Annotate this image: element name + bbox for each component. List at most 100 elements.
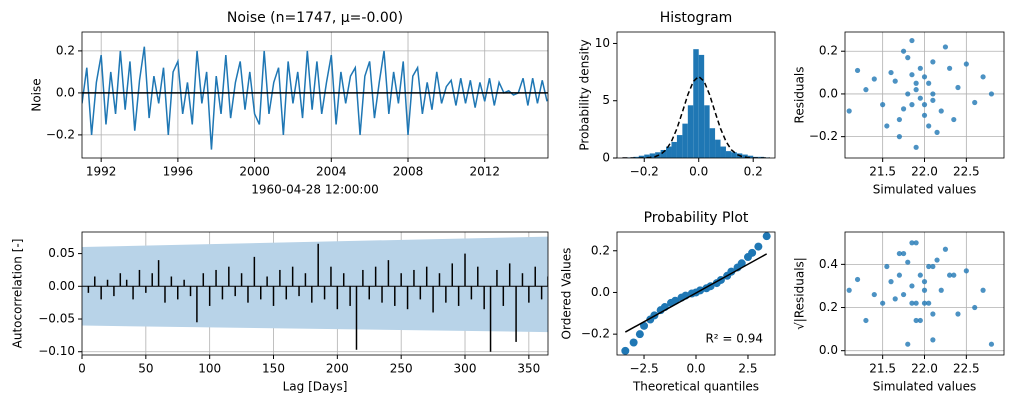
- scatter-point: [921, 287, 928, 293]
- y-tick-label: 0: [602, 151, 610, 165]
- x-tick-label: 50: [138, 362, 153, 376]
- scatter-point: [913, 87, 919, 93]
- scatter-point: [888, 69, 894, 76]
- noise-line: [82, 46, 548, 150]
- y-tick-label: 0.2: [591, 243, 610, 257]
- x-tick-label: 1996: [163, 165, 194, 179]
- confidence-band: [82, 236, 548, 333]
- y-axis-label: Autocorrelation [-]: [11, 239, 25, 349]
- y-axis-label: Ordered Values: [560, 248, 574, 340]
- scatter-point: [955, 311, 961, 317]
- scatter-point: [930, 311, 936, 317]
- scatter-point: [854, 67, 861, 74]
- y-tick-label: −0.10: [38, 344, 75, 358]
- scatter-point: [917, 65, 923, 71]
- x-tick-label: 2.5: [738, 362, 757, 376]
- y-tick-label: 0.0: [591, 285, 610, 299]
- histogram-bar: [693, 49, 699, 158]
- x-tick-label: 100: [198, 362, 221, 376]
- x-tick-label: 150: [262, 362, 285, 376]
- plot-area: [845, 32, 1004, 158]
- scatter-point: [917, 95, 923, 101]
- scatter-point: [930, 337, 936, 343]
- y-tick-label: −0.2: [581, 327, 610, 341]
- scatter-point: [951, 116, 957, 123]
- scatter-point: [880, 300, 886, 306]
- x-tick-label: 300: [454, 362, 477, 376]
- scatter-point: [988, 341, 995, 347]
- scatter-point: [854, 276, 861, 283]
- quantile-point: [748, 248, 757, 257]
- y-tick-label: −0.05: [38, 312, 75, 326]
- x-tick-label: 22.5: [953, 165, 980, 179]
- x-tick-label: 22.0: [911, 165, 938, 179]
- scatter-point: [896, 134, 902, 140]
- scatter-point: [900, 250, 907, 257]
- scatter-point: [947, 272, 953, 278]
- scatter-point: [972, 99, 978, 106]
- scatter-point: [951, 272, 957, 278]
- x-tick-label: 2012: [469, 165, 500, 179]
- y-tick-label: 0.05: [48, 246, 75, 260]
- x-tick-label: 21.5: [869, 362, 896, 376]
- scatter-point: [846, 108, 852, 114]
- x-tick-label: −2.5: [629, 362, 658, 376]
- scatter-point: [905, 91, 911, 97]
- scatter-point: [947, 65, 953, 71]
- scatter-point: [921, 74, 928, 80]
- x-axis-label: Simulated values: [873, 183, 976, 197]
- plot-area: [622, 49, 770, 158]
- y-tick-label: 0.2: [819, 300, 838, 314]
- scatter-point: [963, 61, 969, 67]
- histogram-bar: [715, 139, 721, 158]
- y-tick-label: 0.2: [56, 43, 75, 57]
- x-tick-label: 0.0: [686, 362, 705, 376]
- scatter-point: [938, 108, 944, 114]
- scatter-point: [913, 80, 919, 86]
- y-tick-label: −0.2: [809, 129, 838, 143]
- x-tick-label: 200: [326, 362, 349, 376]
- chart-title: Probability Plot: [644, 210, 749, 226]
- scatter-point: [900, 291, 907, 298]
- histogram-bar: [742, 154, 748, 158]
- y-tick-label: 0.0: [56, 85, 75, 99]
- y-tick-label: 0.0: [819, 343, 838, 357]
- plot-area: [82, 32, 548, 158]
- x-tick-label: −0.2: [630, 165, 659, 179]
- histogram-bar: [633, 156, 639, 158]
- y-axis-label: Residuals: [793, 67, 807, 124]
- axes-frame: [81, 231, 549, 356]
- scatter-point: [863, 87, 869, 93]
- quantile-point: [754, 242, 763, 251]
- histogram-bar: [676, 135, 683, 158]
- scatter-point: [900, 106, 907, 112]
- scatter-point: [930, 59, 936, 65]
- y-tick-label: −0.2: [46, 127, 75, 141]
- x-tick-label: 2008: [393, 165, 424, 179]
- scatter-point: [871, 291, 877, 298]
- scatter-point: [980, 74, 986, 80]
- scatter-point: [926, 263, 932, 270]
- scatter-point: [972, 304, 978, 311]
- plot-area: [845, 232, 1004, 355]
- histogram-bar: [687, 105, 694, 158]
- histogram-bar: [725, 151, 732, 158]
- quantile-point: [629, 338, 638, 347]
- quantile-point: [621, 346, 630, 355]
- scatter-point: [955, 84, 961, 91]
- scatter-point: [909, 240, 915, 246]
- scatter-point: [896, 272, 902, 278]
- scatter-point: [900, 48, 907, 54]
- scatter-point: [917, 317, 923, 324]
- x-axis-label: 1960-04-28 12:00:00: [251, 183, 378, 197]
- quantile-point: [737, 259, 746, 268]
- y-axis-label: Noise: [30, 78, 44, 111]
- scatter-point: [921, 279, 928, 285]
- histogram-bar: [747, 155, 754, 158]
- histogram-bar: [704, 105, 710, 158]
- scatter-point: [934, 129, 940, 135]
- x-tick-label: 22.5: [953, 362, 980, 376]
- x-axis-label: Theoretical quantiles: [632, 380, 759, 394]
- scatter-point: [884, 263, 890, 270]
